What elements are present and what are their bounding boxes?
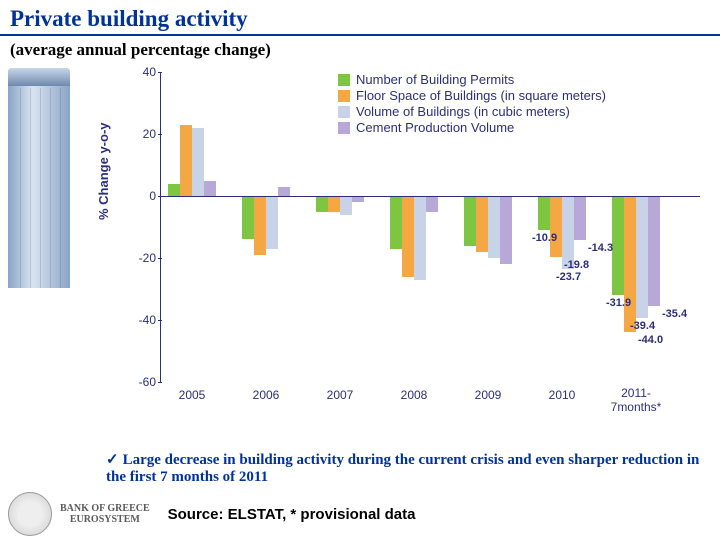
y-tick: 20	[134, 127, 156, 141]
bar	[192, 128, 204, 196]
legend-label: Floor Space of Buildings (in square mete…	[356, 88, 606, 103]
value-label: -23.7	[556, 271, 581, 283]
seal-icon	[8, 492, 52, 536]
bar	[550, 196, 562, 257]
bar	[242, 196, 254, 239]
bar	[500, 196, 512, 264]
footer: BANK OF GREECE EUROSYSTEM Source: ELSTAT…	[0, 492, 415, 536]
value-label: -39.4	[630, 320, 655, 332]
side-decoration	[0, 60, 78, 440]
legend-item: Volume of Buildings (in cubic meters)	[338, 104, 606, 119]
y-tickmark	[158, 72, 162, 73]
value-label: -35.4	[662, 308, 687, 320]
footer-org: BANK OF GREECE EUROSYSTEM	[60, 503, 150, 525]
legend-label: Volume of Buildings (in cubic meters)	[356, 104, 570, 119]
x-tick-label: 2005	[157, 388, 227, 402]
footer-source: Source: ELSTAT, * provisional data	[158, 506, 416, 523]
legend-swatch	[338, 74, 350, 86]
bar	[204, 181, 216, 197]
y-tick: 0	[134, 189, 156, 203]
footer-org-line1: BANK OF GREECE	[60, 503, 150, 514]
x-tick-label: 2009	[453, 388, 523, 402]
bar	[402, 196, 414, 277]
legend: Number of Building PermitsFloor Space of…	[338, 72, 606, 136]
bar	[414, 196, 426, 280]
y-tick: -60	[134, 375, 156, 389]
bar	[168, 184, 180, 196]
legend-item: Floor Space of Buildings (in square mete…	[338, 88, 606, 103]
value-label: -44.0	[638, 334, 663, 346]
y-axis-label: % Change y-o-y	[96, 122, 111, 220]
y-tickmark	[158, 320, 162, 321]
value-label: -19.8	[564, 259, 589, 271]
x-tick-label: 2007	[305, 388, 375, 402]
bar	[574, 196, 586, 240]
x-tick-label: 2011-7months*	[601, 386, 671, 414]
bar	[464, 196, 476, 246]
bar	[278, 187, 290, 196]
bar	[266, 196, 278, 249]
y-tick: -40	[134, 313, 156, 327]
check-icon: ✓	[106, 452, 123, 468]
legend-label: Cement Production Volume	[356, 120, 514, 135]
x-tick-label: 2006	[231, 388, 301, 402]
bar	[488, 196, 500, 258]
zero-axis	[160, 196, 700, 197]
bar	[538, 196, 550, 230]
bar	[340, 196, 352, 215]
y-tick: -20	[134, 251, 156, 265]
legend-swatch	[338, 90, 350, 102]
x-tick-label: 2008	[379, 388, 449, 402]
bullet-note: ✓Large decrease in building activity dur…	[106, 450, 710, 486]
legend-swatch	[338, 122, 350, 134]
bar	[254, 196, 266, 255]
value-label: -14.3	[588, 242, 613, 254]
value-label: -31.9	[606, 297, 631, 309]
page-title: Private building activity	[0, 0, 720, 36]
y-tickmark	[158, 134, 162, 135]
y-tick: 40	[134, 65, 156, 79]
legend-item: Cement Production Volume	[338, 120, 606, 135]
footer-org-line2: EUROSYSTEM	[60, 514, 150, 525]
bar	[180, 125, 192, 196]
y-tickmark	[158, 382, 162, 383]
legend-item: Number of Building Permits	[338, 72, 606, 87]
y-tickmark	[158, 258, 162, 259]
legend-swatch	[338, 106, 350, 118]
bar	[328, 196, 340, 212]
bar	[624, 196, 636, 332]
bar	[636, 196, 648, 318]
chart-container: % Change y-o-y Number of Building Permit…	[78, 60, 712, 440]
bar	[316, 196, 328, 212]
bar	[648, 196, 660, 306]
legend-label: Number of Building Permits	[356, 72, 514, 87]
bar	[476, 196, 488, 252]
bar	[612, 196, 624, 295]
bar	[390, 196, 402, 249]
value-label: -10.9	[532, 232, 557, 244]
bar	[426, 196, 438, 212]
bullet-text: Large decrease in building activity duri…	[106, 452, 699, 485]
x-tick-label: 2010	[527, 388, 597, 402]
